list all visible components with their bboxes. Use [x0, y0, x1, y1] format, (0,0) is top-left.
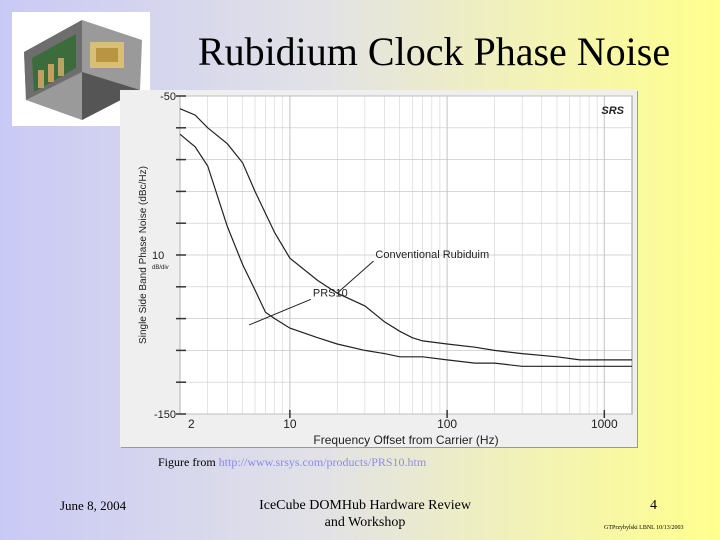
x-tick-label: 100	[437, 417, 457, 431]
footer-event-line1: IceCube DOMHub Hardware Review	[259, 498, 471, 513]
y-axis-label: Single Side Band Phase Noise (dBc/Hz)	[138, 166, 149, 344]
caption-link[interactable]: http://www.srsys.com/products/PRS10.htm	[218, 455, 427, 469]
footer-credit: GTPrzybylski LBNL 10/13/2003	[604, 525, 684, 531]
footer-date: June 8, 2004	[60, 498, 127, 513]
series-line-conventional-rubidium	[179, 108, 632, 361]
slide-title: Rubidium Clock Phase Noise	[197, 29, 671, 74]
gridlines	[179, 95, 632, 415]
caption-prefix: Figure from	[158, 455, 219, 469]
x-tick-label: 10	[283, 417, 297, 431]
y-scale-note: dB/div	[152, 265, 169, 271]
chart-svg: -50 10 dB/div -150 2 10 100 1000 Frequency Offse…	[138, 91, 633, 447]
footer-event: IceCube DOMHub Hardware Review and Works…	[240, 497, 490, 531]
annotation-leader-1	[248, 298, 312, 326]
figure-caption: Figure from http://www.srsys.com/product…	[158, 455, 426, 470]
y-tick-label-div: 10	[152, 250, 164, 262]
footer-event-line2: and Workshop	[324, 515, 406, 530]
series-line-prs10	[179, 133, 632, 367]
y-tick-label-bottom: -150	[154, 409, 176, 421]
x-tick-label: 2	[188, 417, 195, 431]
rubidium-clock-module-icon	[12, 12, 150, 126]
page-number: 4	[650, 498, 657, 513]
annotation-leader-0	[336, 260, 374, 294]
srs-logo-icon: SRS	[601, 105, 624, 117]
clock-module-photo	[12, 12, 150, 126]
phase-noise-chart: -50 10 dB/div -150 2 10 100 1000 Frequency Offse…	[120, 90, 637, 447]
y-tick-label-top: -50	[160, 91, 176, 103]
annotation-label-0: Conventional Rubiduim	[375, 249, 489, 261]
annotation-label-1: PRS10	[313, 287, 348, 299]
x-axis-label: Frequency Offset from Carrier (Hz)	[313, 433, 498, 447]
x-tick-label: 1000	[591, 417, 618, 431]
